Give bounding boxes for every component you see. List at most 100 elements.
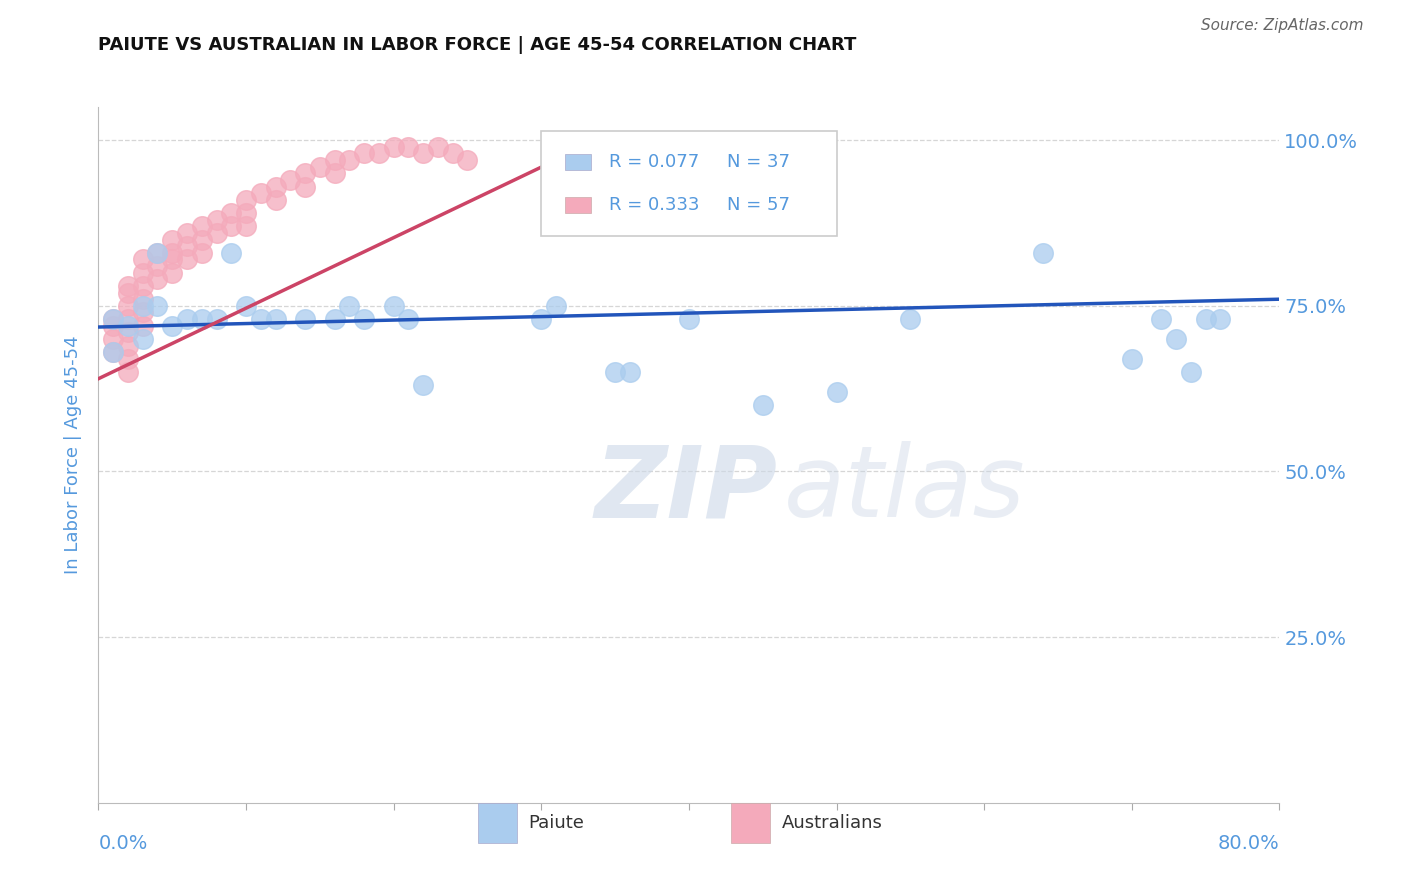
Text: atlas: atlas: [783, 442, 1025, 538]
Point: [103, 318, 125, 333]
Text: Source: ZipAtlas.com: Source: ZipAtlas.com: [1201, 18, 1364, 33]
Point: [103, 312, 125, 326]
Point: [264, 179, 287, 194]
Point: [117, 338, 139, 352]
Point: [900, 312, 922, 326]
Point: [162, 318, 183, 333]
Point: [250, 312, 273, 326]
Point: [176, 252, 198, 267]
Point: [162, 266, 183, 280]
Text: N = 37: N = 37: [727, 153, 790, 171]
Point: [427, 140, 450, 154]
Point: [1180, 365, 1202, 379]
Text: R = 0.333: R = 0.333: [609, 196, 699, 214]
Point: [191, 219, 214, 234]
Point: [117, 285, 139, 300]
Point: [323, 153, 346, 167]
Point: [162, 245, 183, 260]
Point: [264, 312, 287, 326]
Point: [1150, 312, 1173, 326]
Point: [103, 345, 125, 359]
Point: [146, 272, 169, 286]
Point: [235, 206, 257, 220]
Point: [1209, 312, 1232, 326]
Point: [235, 299, 257, 313]
Point: [1032, 245, 1054, 260]
FancyBboxPatch shape: [565, 197, 591, 212]
Point: [146, 245, 169, 260]
Point: [294, 179, 316, 194]
Point: [323, 166, 346, 180]
Point: [103, 332, 125, 346]
Point: [339, 299, 360, 313]
Point: [219, 206, 242, 220]
Point: [176, 239, 198, 253]
Point: [309, 160, 332, 174]
Point: [146, 245, 169, 260]
Point: [146, 299, 169, 313]
Point: [132, 305, 155, 319]
Point: [162, 233, 183, 247]
Point: [339, 153, 360, 167]
Point: [546, 153, 568, 167]
Text: Australians: Australians: [782, 814, 883, 832]
Point: [132, 318, 155, 333]
Point: [294, 312, 316, 326]
Point: [456, 153, 478, 167]
Text: 0.0%: 0.0%: [98, 834, 148, 853]
Point: [132, 299, 155, 313]
Point: [294, 166, 316, 180]
Point: [219, 219, 242, 234]
Point: [368, 146, 391, 161]
Point: [382, 299, 405, 313]
Point: [191, 233, 214, 247]
Point: [176, 312, 198, 326]
Point: [412, 378, 434, 392]
Point: [323, 312, 346, 326]
Point: [132, 266, 155, 280]
Point: [353, 312, 375, 326]
Point: [117, 299, 139, 313]
Point: [103, 312, 125, 326]
Text: R = 0.077: R = 0.077: [609, 153, 699, 171]
Point: [396, 312, 419, 326]
Point: [530, 312, 553, 326]
Point: [1121, 351, 1143, 366]
Point: [191, 312, 214, 326]
Point: [132, 252, 155, 267]
Point: [605, 365, 627, 379]
Point: [176, 226, 198, 240]
Point: [117, 279, 139, 293]
Point: [117, 365, 139, 379]
Point: [546, 299, 568, 313]
Point: [678, 312, 700, 326]
Y-axis label: In Labor Force | Age 45-54: In Labor Force | Age 45-54: [65, 335, 83, 574]
Point: [412, 146, 434, 161]
Point: [353, 146, 375, 161]
Point: [1164, 332, 1187, 346]
Point: [146, 259, 169, 273]
Point: [619, 365, 641, 379]
Point: [825, 384, 848, 399]
Point: [751, 398, 773, 412]
Point: [205, 226, 228, 240]
FancyBboxPatch shape: [565, 154, 591, 169]
Point: [117, 326, 139, 340]
Point: [162, 252, 183, 267]
FancyBboxPatch shape: [541, 131, 837, 235]
Text: 80.0%: 80.0%: [1218, 834, 1279, 853]
Point: [205, 212, 228, 227]
Text: ZIP: ZIP: [595, 442, 778, 538]
Point: [117, 312, 139, 326]
Point: [103, 345, 125, 359]
Point: [278, 173, 302, 187]
Point: [132, 292, 155, 306]
Point: [441, 146, 464, 161]
Text: N = 57: N = 57: [727, 196, 790, 214]
Text: PAIUTE VS AUSTRALIAN IN LABOR FORCE | AGE 45-54 CORRELATION CHART: PAIUTE VS AUSTRALIAN IN LABOR FORCE | AG…: [98, 36, 856, 54]
Point: [396, 140, 419, 154]
Point: [205, 312, 228, 326]
Point: [250, 186, 273, 201]
Point: [219, 245, 242, 260]
Text: Paiute: Paiute: [529, 814, 585, 832]
